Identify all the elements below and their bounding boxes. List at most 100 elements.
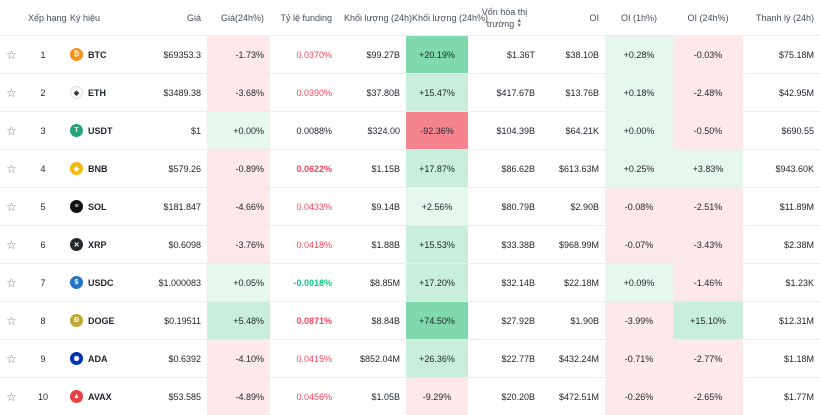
change-24h-cell: -1.73% [207,36,270,74]
volume-24h-pct-cell: +15.47% [406,74,468,112]
symbol-cell[interactable]: ◆ETH [64,74,142,112]
favorite-star-icon[interactable]: ☆ [0,74,22,112]
tether-icon: T [70,124,83,137]
oi-24h-cell: -2.48% [673,74,743,112]
table-row[interactable]: ☆7$USDC$1.000083+0.05%-0.0018%$8.85M+17.… [0,264,820,302]
liquidation-24h-cell: $1.18M [743,340,820,378]
rank-cell: 9 [22,340,64,378]
oi-24h-cell: -3.43% [673,226,743,264]
xrp-icon: ✕ [70,238,83,251]
symbol-label: XRP [88,240,107,250]
header-symbol[interactable]: Ký hiệu [64,0,142,36]
funding-rate-cell: 0.0390% [270,74,338,112]
change-24h-cell: +5.48% [207,302,270,340]
symbol-cell[interactable]: ✺ADA [64,340,142,378]
ethereum-icon: ◆ [70,86,83,99]
market-cap-cell: $86.62B [468,150,541,188]
volume-24h-pct-cell: +20.19% [406,36,468,74]
header-volume-24h-pct[interactable]: Khối lượng (24h%) [406,0,468,36]
change-24h-cell: -3.68% [207,74,270,112]
header-volume-24h[interactable]: Khối lượng (24h) [338,0,406,36]
change-24h-cell: +0.05% [207,264,270,302]
table-row[interactable]: ☆9✺ADA$0.6392-4.10%0.0415%$852.04M+26.36… [0,340,820,378]
symbol-cell[interactable]: ₿BTC [64,36,142,74]
oi-24h-cell: -2.77% [673,340,743,378]
table-row[interactable]: ☆6✕XRP$0.6098-3.76%0.0418%$1.88B+15.53%$… [0,226,820,264]
oi-1h-cell: -0.08% [605,188,673,226]
header-oi[interactable]: OI [541,0,605,36]
favorite-star-icon[interactable]: ☆ [0,150,22,188]
change-24h-cell: -4.10% [207,340,270,378]
cardano-icon: ✺ [70,352,83,365]
volume-24h-cell: $1.05B [338,378,406,415]
rank-cell: 3 [22,112,64,150]
price-cell: $1 [142,112,207,150]
favorite-star-icon[interactable]: ☆ [0,340,22,378]
volume-24h-cell: $99.27B [338,36,406,74]
change-24h-cell: -4.89% [207,378,270,415]
price-cell: $53.585 [142,378,207,415]
symbol-label: SOL [88,202,107,212]
rank-cell: 1 [22,36,64,74]
price-cell: $0.19511 [142,302,207,340]
volume-24h-cell: $852.04M [338,340,406,378]
oi-24h-cell: -0.50% [673,112,743,150]
oi-24h-cell: -1.46% [673,264,743,302]
header-change-24h[interactable]: Giá(24h%) [207,0,270,36]
symbol-cell[interactable]: $USDC [64,264,142,302]
bitcoin-icon: ₿ [70,48,83,61]
favorite-star-icon[interactable]: ☆ [0,112,22,150]
header-rank[interactable]: Xếp hạng [22,0,64,36]
table-row[interactable]: ☆2◆ETH$3489.38-3.68%0.0390%$37.80B+15.47… [0,74,820,112]
table-row[interactable]: ☆1₿BTC$69353.3-1.73%0.0370%$99.27B+20.19… [0,36,820,74]
header-funding-rate[interactable]: Tỷ lệ funding [270,0,338,36]
table-row[interactable]: ☆4◈BNB$579.26-0.89%0.0622%$1.15B+17.87%$… [0,150,820,188]
volume-24h-pct-cell: +2.56% [406,188,468,226]
favorite-star-icon[interactable]: ☆ [0,302,22,340]
symbol-cell[interactable]: ✕ XRP [64,226,142,264]
favorite-star-icon[interactable]: ☆ [0,264,22,302]
header-oi-1h[interactable]: OI (1h%) [605,0,673,36]
header-liquidation-24h[interactable]: Thanh lý (24h) [743,0,820,36]
funding-rate-cell: -0.0018% [270,264,338,302]
liquidation-24h-cell: $12.31M [743,302,820,340]
change-24h-cell: +0.00% [207,112,270,150]
symbol-cell[interactable]: ◈BNB [64,150,142,188]
oi-24h-cell: -0.03% [673,36,743,74]
oi-24h-cell: +15.10% [673,302,743,340]
favorite-star-icon[interactable]: ☆ [0,188,22,226]
volume-24h-pct-cell: +15.53% [406,226,468,264]
rank-cell: 2 [22,74,64,112]
table-header: Xếp hạng Ký hiệu Giá Giá(24h%) Tỷ lệ fun… [0,0,820,36]
favorite-star-icon[interactable]: ☆ [0,226,22,264]
volume-24h-cell: $9.14B [338,188,406,226]
symbol-cell[interactable]: ▲AVAX [64,378,142,415]
volume-24h-pct-cell: +17.87% [406,150,468,188]
oi-24h-cell: +3.83% [673,150,743,188]
funding-rate-cell: 0.0622% [270,150,338,188]
liquidation-24h-cell: $1.77M [743,378,820,415]
change-24h-cell: -3.76% [207,226,270,264]
volume-24h-cell: $324.00 [338,112,406,150]
price-cell: $69353.3 [142,36,207,74]
header-oi-24h[interactable]: OI (24h%) [673,0,743,36]
symbol-label: USDC [88,278,114,288]
table-body: ☆1₿BTC$69353.3-1.73%0.0370%$99.27B+20.19… [0,36,820,415]
oi-cell: $613.63M [541,150,605,188]
volume-24h-cell: $8.85M [338,264,406,302]
table-row[interactable]: ☆10▲AVAX$53.585-4.89%0.0456%$1.05B-9.29%… [0,378,820,415]
symbol-label: AVAX [88,392,112,402]
volume-24h-pct-cell: -92.36% [406,112,468,150]
header-favorite [0,0,22,36]
table-row[interactable]: ☆5≡SOL$181.847-4.66%0.0433%$9.14B+2.56%$… [0,188,820,226]
symbol-cell[interactable]: ≡SOL [64,188,142,226]
volume-24h-pct-cell: +26.36% [406,340,468,378]
favorite-star-icon[interactable]: ☆ [0,378,22,415]
header-price[interactable]: Giá [142,0,207,36]
favorite-star-icon[interactable]: ☆ [0,36,22,74]
market-cap-cell: $33.38B [468,226,541,264]
